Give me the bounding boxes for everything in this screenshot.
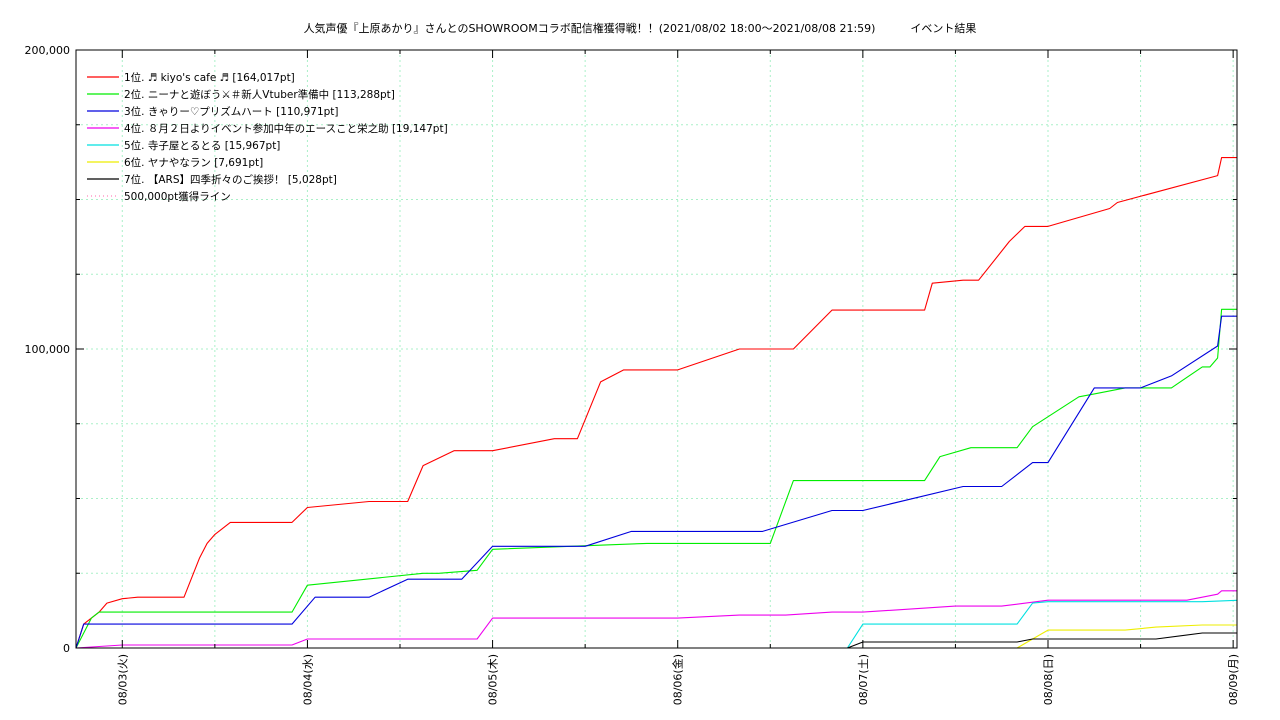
x-tick-label: 08/06(金): [671, 654, 685, 705]
y-axis: 0 100,000 200,000: [25, 44, 1237, 655]
x-tick-label: 08/07(土): [857, 654, 870, 705]
legend-label: 2位. ニーナと遊ぼう⚔＃新人Vtuber準備中 [113,288pt]: [124, 88, 395, 101]
legend-label: 6位. ヤナやなラン [7,691pt]: [124, 156, 263, 169]
series-line-5: [846, 599, 1238, 649]
legend-label: 7位. 【ARS】四季折々のご挨拶！ [5,028pt]: [124, 173, 337, 186]
x-tick-label: 08/09(月): [1227, 654, 1240, 705]
series-lines: [75, 157, 1238, 649]
legend-label: 4位. ８月２日よりイベント参加中年のエースこと栄之助 [19,147pt]: [124, 122, 448, 135]
y-tick-label: 100,000: [25, 343, 71, 356]
series-line-6: [1001, 624, 1237, 649]
x-axis: 08/03(火) 08/04(水) 08/05(木) 08/06(金) 08/07(土)…: [116, 50, 1240, 705]
y-tick-label: 0: [63, 642, 70, 655]
legend: 1位. ♬ kiyo's cafe ♬ [164,017pt] 2位. ニーナと遊…: [87, 71, 448, 203]
legend-label: 5位. 寺子屋とるとる [15,967pt]: [124, 139, 280, 152]
series-line-4: [75, 590, 1237, 649]
series-line-7: [847, 632, 1237, 649]
grid: [76, 50, 1237, 648]
series-line-3: [75, 315, 1237, 649]
chart-title: 人気声優『上原あかり』さんとのSHOWROOMコラボ配信権獲得戦！！(2021/…: [303, 22, 977, 35]
x-tick-label: 08/03(火): [116, 654, 129, 705]
x-tick-label: 08/04(水): [301, 654, 314, 705]
x-tick-label: 08/08(日): [1042, 654, 1055, 705]
legend-label: 1位. ♬ kiyo's cafe ♬ [164,017pt]: [124, 71, 295, 84]
series-line-1: [75, 157, 1237, 649]
legend-label: 3位. きゃりー♡プリズムハート [110,971pt]: [124, 105, 339, 118]
legend-label: 500,000pt獲得ライン: [124, 190, 231, 203]
y-tick-label: 200,000: [25, 44, 71, 57]
series-line-2: [75, 308, 1237, 649]
x-tick-label: 08/05(木): [487, 654, 500, 705]
